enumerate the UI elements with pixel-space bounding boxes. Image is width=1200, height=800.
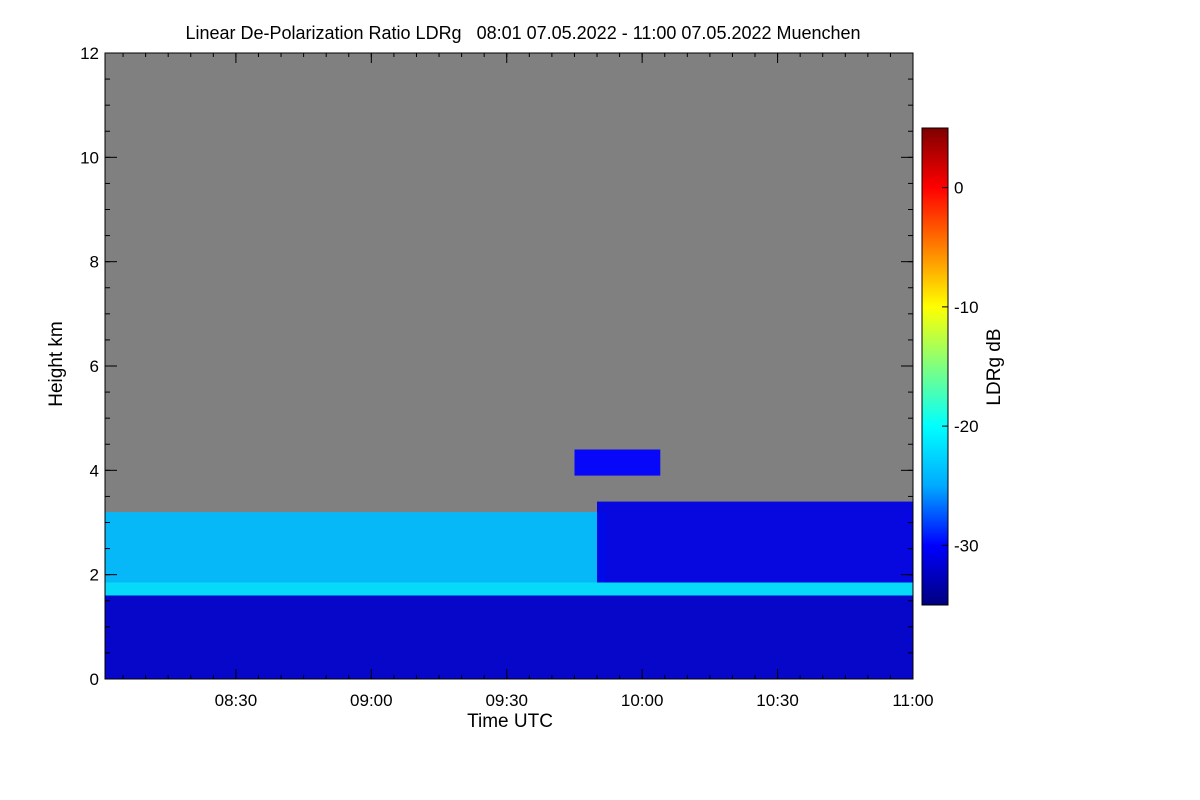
colorbar-label: LDRg dB — [984, 328, 1005, 405]
y-tick-label: 4 — [90, 461, 99, 480]
y-tick-label: 12 — [80, 44, 99, 63]
y-tick-label: 10 — [80, 148, 99, 167]
x-axis-label: Time UTC — [467, 711, 553, 732]
colorbar-ticks: 0 -10 -20 -30 — [942, 179, 979, 555]
colorbar-tick-label: -20 — [954, 417, 979, 436]
y-axis: 0 2 4 6 8 10 12 — [80, 44, 913, 689]
chart-title: Linear De-Polarization Ratio LDRg 08:01 … — [185, 23, 860, 43]
colorbar-tick-label: 0 — [954, 179, 963, 198]
colorbar: 0 -10 -20 -30 — [921, 127, 979, 606]
ldr-layer-1 — [105, 595, 913, 679]
x-tick-label: 09:30 — [485, 691, 528, 710]
ldr-layer-3 — [105, 512, 607, 583]
x-tick-label: 09:00 — [350, 691, 393, 710]
y-tick-label: 6 — [90, 357, 99, 376]
y-tick-label: 8 — [90, 253, 99, 272]
colorbar-tick-label: -30 — [954, 536, 979, 555]
ldr-layer-2 — [105, 582, 913, 596]
y-axis-label: Height km — [46, 321, 67, 407]
plot-area: 08:30 09:00 09:30 10:00 10:30 11:00 0 2 4 6 8 10 12 — [80, 44, 934, 710]
heatmap-layers — [105, 449, 913, 679]
ldr-layer-4 — [597, 501, 913, 583]
x-tick-label: 11:00 — [892, 691, 933, 710]
y-tick-label: 2 — [90, 566, 99, 585]
x-tick-label: 10:00 — [621, 691, 664, 710]
y-tick-label: 0 — [90, 670, 99, 689]
x-tick-label: 10:30 — [756, 691, 799, 710]
x-axis: 08:30 09:00 09:30 10:00 10:30 11:00 — [122, 53, 934, 710]
x-tick-label: 08:30 — [215, 691, 258, 710]
colorbar-gradient — [921, 127, 949, 606]
colorbar-tick-label: -10 — [954, 298, 979, 317]
ldr-layer-5 — [574, 449, 661, 476]
